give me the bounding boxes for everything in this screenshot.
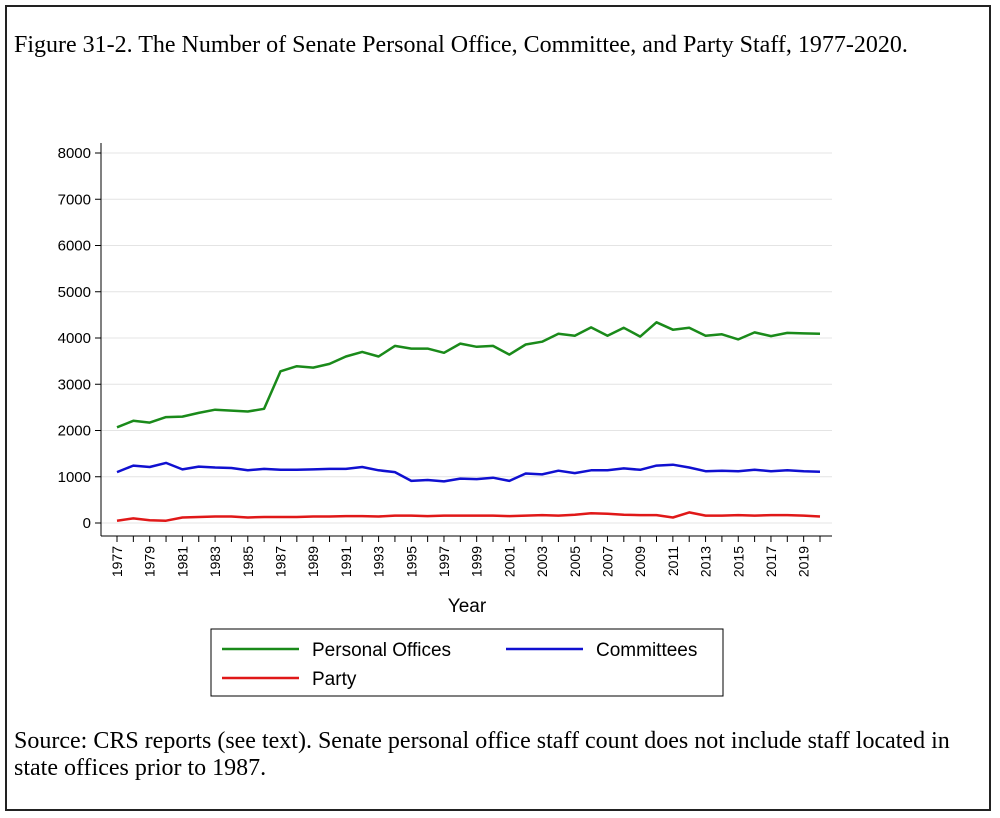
x-tick-label: 2017 bbox=[763, 546, 779, 577]
y-tick-label: 7000 bbox=[58, 191, 91, 208]
x-tick-label: 1989 bbox=[305, 546, 321, 577]
x-tick-label: 1993 bbox=[371, 546, 387, 577]
y-tick-label: 3000 bbox=[58, 376, 91, 393]
series-line-party bbox=[116, 511, 821, 522]
legend: Personal Offices Committees Party bbox=[210, 628, 724, 697]
x-tick-label: 1985 bbox=[240, 546, 256, 577]
y-tick-label: 1000 bbox=[58, 469, 91, 486]
x-tick-label: 2009 bbox=[632, 546, 648, 577]
x-tick-label: 2015 bbox=[730, 546, 746, 577]
series-line-committees bbox=[116, 461, 821, 483]
x-tick-label: 1995 bbox=[403, 546, 419, 577]
y-tick-label: 6000 bbox=[58, 238, 91, 255]
x-axis-label: Year bbox=[448, 596, 487, 617]
y-tick-label: 8000 bbox=[58, 145, 91, 162]
legend-label-party: Party bbox=[312, 669, 357, 690]
x-tick-label: 1997 bbox=[436, 546, 452, 577]
y-tick-label: 0 bbox=[83, 515, 91, 532]
x-tick-label: 1977 bbox=[109, 546, 125, 577]
figure-source-note: Source: CRS reports (see text). Senate p… bbox=[14, 728, 950, 781]
series-lines bbox=[116, 321, 821, 522]
x-tick-label: 2013 bbox=[698, 546, 714, 577]
x-tick-label: 2001 bbox=[501, 546, 517, 577]
x-tick-label: 2019 bbox=[796, 546, 812, 577]
y-tick-label: 2000 bbox=[58, 423, 91, 440]
x-axis: 1977 1979 1981 1983 1985 1987 1989 1991 1993 1995… bbox=[101, 535, 832, 577]
grid-lines bbox=[101, 152, 832, 524]
x-tick-label: 2003 bbox=[534, 546, 550, 577]
y-tick-label: 5000 bbox=[58, 284, 91, 301]
legend-label-committees: Committees bbox=[596, 640, 697, 661]
series-line-personal-offices bbox=[116, 321, 821, 429]
x-tick-label: 1979 bbox=[142, 546, 158, 577]
y-axis: 0 1000 2000 3000 4000 5000 6000 7000 8000 bbox=[58, 143, 102, 536]
y-tick-label: 4000 bbox=[58, 330, 91, 347]
x-tick-label: 2007 bbox=[599, 546, 615, 577]
legend-label-personal-offices: Personal Offices bbox=[312, 640, 451, 661]
x-tick-label: 1991 bbox=[338, 546, 354, 577]
x-tick-label: 1987 bbox=[272, 546, 288, 577]
x-tick-label: 2011 bbox=[665, 546, 681, 576]
x-tick-label: 1983 bbox=[207, 546, 223, 577]
x-tick-label: 2005 bbox=[567, 546, 583, 577]
figure-title: Figure 31-2. The Number of Senate Person… bbox=[14, 32, 908, 58]
x-tick-label: 1999 bbox=[469, 546, 485, 577]
x-tick-label: 1981 bbox=[174, 546, 190, 577]
